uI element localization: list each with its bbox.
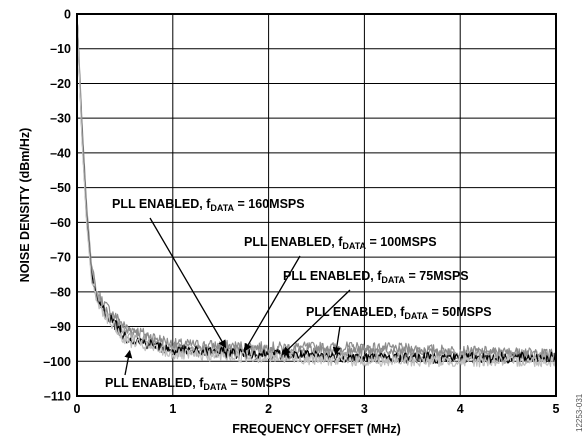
y-tick-label: –100 (43, 355, 71, 369)
series-annotation: PLL ENABLED, fDATA = 75MSPS (283, 269, 469, 285)
x-tick-label: 0 (74, 402, 81, 416)
y-tick-label: –40 (50, 146, 71, 160)
series-annotation: PLL ENABLED, fDATA = 100MSPS (244, 235, 437, 251)
y-tick-label: –60 (50, 216, 71, 230)
y-tick-label: –70 (50, 251, 71, 265)
series-line (76, 13, 557, 360)
annotation-arrow (332, 325, 341, 356)
series-line (76, 13, 557, 364)
y-tick-label: 0 (64, 8, 71, 22)
annotations: PLL ENABLED, fDATA = 160MSPS PLL ENABLED,… (105, 197, 492, 392)
x-tick-label: 5 (553, 402, 560, 416)
annotation-arrow (149, 217, 227, 349)
x-tick-label: 4 (457, 402, 464, 416)
y-axis-label: NOISE DENSITY (dBm/Hz) (18, 128, 32, 283)
series-annotation: PLL ENABLED, fDATA = 160MSPS (112, 197, 305, 213)
y-tick-label: –50 (50, 181, 71, 195)
series-line (76, 13, 557, 368)
y-tick-label: –110 (44, 390, 71, 404)
y-tick-label: –30 (50, 112, 71, 126)
figure-id: 12253-031 (575, 393, 584, 432)
x-axis-label: FREQUENCY OFFSET (MHz) (232, 422, 401, 436)
y-tick-label: –20 (50, 77, 71, 91)
annotation-arrow (124, 349, 133, 376)
y-tick-label: –90 (50, 320, 71, 334)
plot-frame (76, 13, 557, 397)
annotation-arrow (244, 255, 301, 352)
y-tick-label: –10 (50, 42, 71, 56)
tick-labels: 0 1 2 3 4 5 0 –10 –20 –30 –40 –50 –60 –70 –80 –90 –100 –1… (43, 8, 559, 417)
annotation-arrow (282, 289, 351, 356)
x-tick-label: 1 (169, 402, 176, 416)
series-lines (76, 13, 557, 368)
series-annotation: PLL ENABLED, fDATA = 50MSPS (306, 305, 492, 321)
x-tick-label: 2 (265, 402, 272, 416)
x-tick-label: 3 (361, 402, 368, 416)
y-tick-label: –80 (50, 285, 71, 299)
series-annotation: PLL ENABLED, fDATA = 50MSPS (105, 376, 291, 392)
